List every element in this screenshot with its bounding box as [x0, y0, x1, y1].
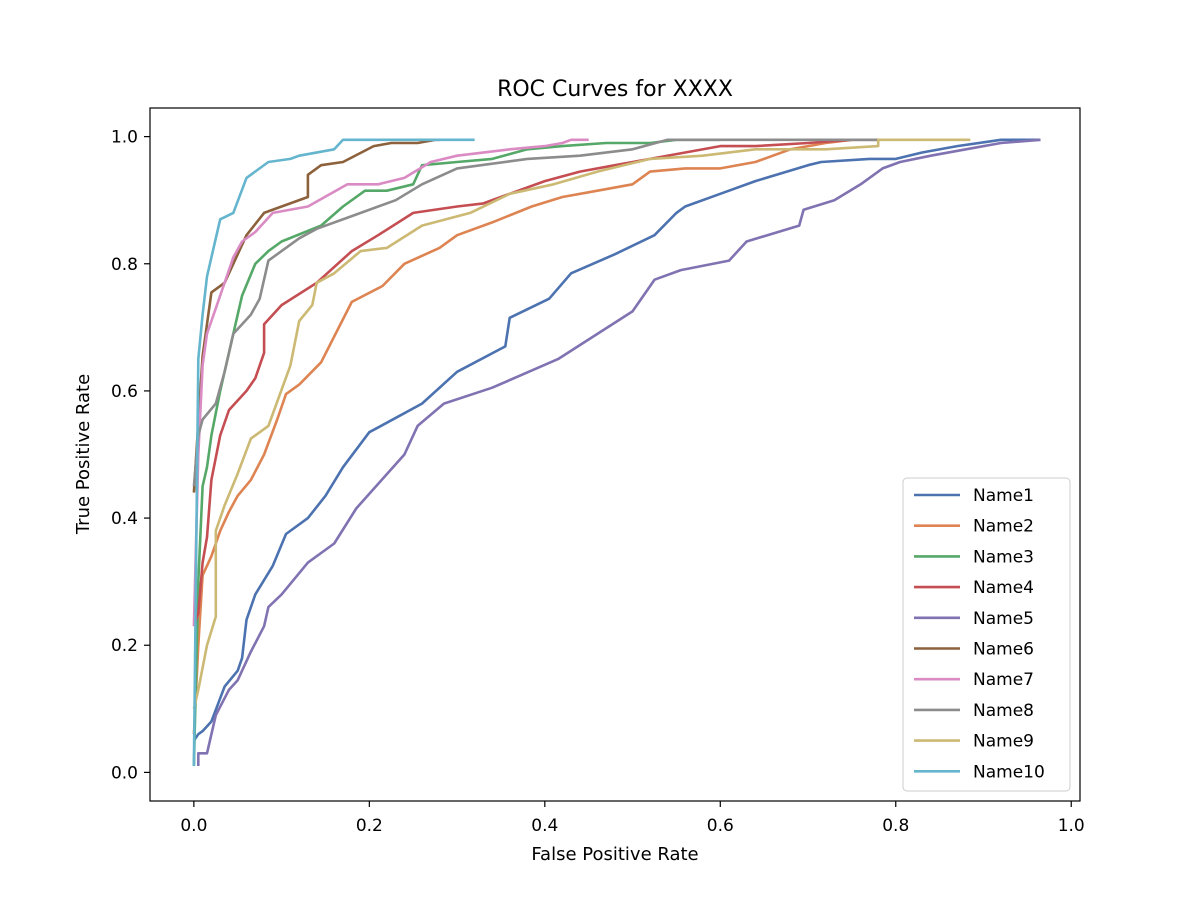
- series-line-5: [197, 138, 1041, 766]
- chart-title: ROC Curves for XXXX: [497, 77, 733, 102]
- legend-label-3: Name3: [973, 547, 1034, 567]
- x-tick-label: 0.8: [882, 816, 909, 836]
- series-line-10: [192, 138, 475, 767]
- x-axis: 0.0 0.2 0.4 0.6 0.8 1.0: [180, 801, 1085, 836]
- plot-area-frame: [149, 107, 1081, 802]
- legend-label-8: Name8: [973, 701, 1034, 721]
- legend-label-7: Name7: [973, 670, 1034, 690]
- legend-label-10: Name10: [973, 762, 1045, 782]
- legend-label-9: Name9: [973, 732, 1034, 752]
- y-tick-label: 0.4: [111, 509, 138, 529]
- y-tick-label: 0.0: [111, 763, 138, 783]
- y-tick-label: 1.0: [111, 128, 138, 148]
- series-line-9: [192, 138, 971, 710]
- x-axis-label: False Positive Rate: [531, 844, 698, 865]
- legend-label-2: Name2: [973, 517, 1034, 537]
- y-axis: 0.0 0.2 0.4 0.6 0.8 1.0: [111, 128, 150, 783]
- series-line-6: [192, 138, 440, 493]
- y-tick-label: 0.2: [111, 636, 138, 656]
- x-tick-label: 0.4: [531, 816, 558, 836]
- y-axis-label: True Positive Rate: [73, 374, 94, 535]
- legend-label-4: Name4: [973, 578, 1034, 598]
- x-tick-label: 0.2: [356, 816, 383, 836]
- legend-label-5: Name5: [973, 609, 1034, 629]
- legend-label-6: Name6: [973, 640, 1034, 660]
- x-tick-label: 1.0: [1058, 816, 1085, 836]
- legend-label-1: Name1: [973, 486, 1034, 506]
- x-tick-label: 0.0: [180, 816, 207, 836]
- series-line-7: [192, 138, 589, 627]
- series-line-8: [192, 138, 879, 487]
- series-line-1: [192, 138, 1041, 742]
- series-line-4: [192, 138, 879, 627]
- legend: Name1 Name2 Name3 Name4 Name5 Name6 Name7 Name8…: [902, 477, 1071, 792]
- y-tick-label: 0.8: [111, 255, 138, 275]
- series-line-2: [192, 138, 853, 735]
- series-line-3: [192, 138, 721, 767]
- series-layer: [192, 138, 1041, 767]
- x-tick-label: 0.6: [707, 816, 734, 836]
- y-tick-label: 0.6: [111, 382, 138, 402]
